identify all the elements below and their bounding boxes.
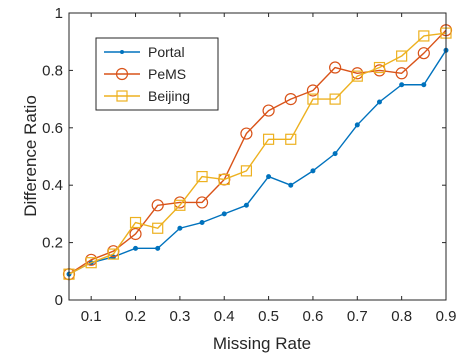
data-point [221, 211, 227, 217]
data-point [310, 168, 316, 174]
data-point [85, 257, 97, 269]
x-tick-label: 0.7 [347, 308, 368, 325]
data-point [129, 216, 142, 229]
legend-label: Portal [148, 44, 185, 60]
data-point [417, 47, 430, 60]
data-point [421, 82, 427, 88]
x-tick-label: 0.2 [125, 308, 146, 325]
legend-label: Beijing [148, 88, 190, 104]
data-point [418, 30, 430, 42]
data-point [218, 173, 230, 186]
data-point [243, 202, 249, 208]
data-point [262, 133, 275, 145]
legend-marker [116, 90, 128, 102]
data-point [133, 245, 139, 251]
data-point [285, 133, 297, 145]
series-beijing [63, 27, 452, 280]
data-point [399, 82, 405, 88]
data-point [354, 122, 360, 128]
data-point [155, 245, 161, 251]
data-point [288, 182, 294, 188]
legend-item-portal: Portal [104, 44, 185, 60]
data-point [351, 70, 363, 82]
data-point [307, 93, 319, 105]
x-tick-label: 0.8 [391, 308, 412, 325]
series-portal [66, 47, 449, 277]
x-tick-label: 0.1 [81, 308, 102, 325]
data-point [376, 99, 382, 105]
legend-item-pems: PeMS [104, 66, 186, 82]
data-point [373, 61, 386, 74]
axes-frame [68, 12, 447, 301]
x-tick-label: 0.3 [169, 308, 190, 325]
data-point [284, 92, 297, 106]
data-point [329, 61, 342, 74]
x-tick-label: 0.4 [214, 308, 235, 325]
data-point [395, 67, 408, 80]
y-tick-label: 0 [55, 292, 63, 309]
y-tick-label: 0.8 [42, 62, 63, 79]
data-point [129, 227, 142, 241]
legend-marker [120, 50, 124, 54]
axes-layer: 0.1 0.2 0.3 0.4 0.5 0.6 0.7 0.8 0.9 0 0.2 0.4 0.6 0.8… [42, 5, 456, 325]
data-point [396, 50, 408, 62]
legend-marker [115, 67, 129, 81]
y-tick-label: 0.6 [42, 120, 63, 137]
legend-item-beijing: Beijing [104, 88, 190, 104]
data-point [107, 248, 119, 260]
y-tick-label: 0.4 [42, 177, 63, 194]
data-point [195, 196, 209, 209]
x-tick-label: 0.5 [258, 308, 279, 325]
x-tick-label: 0.6 [303, 308, 324, 325]
data-point [266, 174, 272, 180]
x-tick-label: 0.9 [436, 308, 457, 325]
legend-label: PeMS [148, 66, 186, 82]
data-point [199, 220, 205, 226]
series-line-portal [68, 49, 447, 275]
data-point [329, 93, 341, 105]
series-line-pems [68, 29, 447, 275]
data-point [152, 222, 164, 234]
data-point [306, 84, 320, 97]
data-point [240, 127, 253, 140]
legend: Portal PeMS Beijing [95, 37, 219, 111]
data-point [240, 165, 253, 177]
y-tick-label: 0.2 [42, 235, 63, 252]
data-point [151, 199, 164, 212]
data-point [196, 170, 208, 183]
data-point [177, 225, 183, 231]
data-point [262, 104, 275, 117]
y-tick-label: 1 [55, 5, 63, 22]
data-point [332, 151, 338, 157]
y-axis-title: Difference Ratio [21, 95, 40, 217]
data-point [174, 199, 186, 211]
x-axis-title: Missing Rate [213, 334, 311, 353]
